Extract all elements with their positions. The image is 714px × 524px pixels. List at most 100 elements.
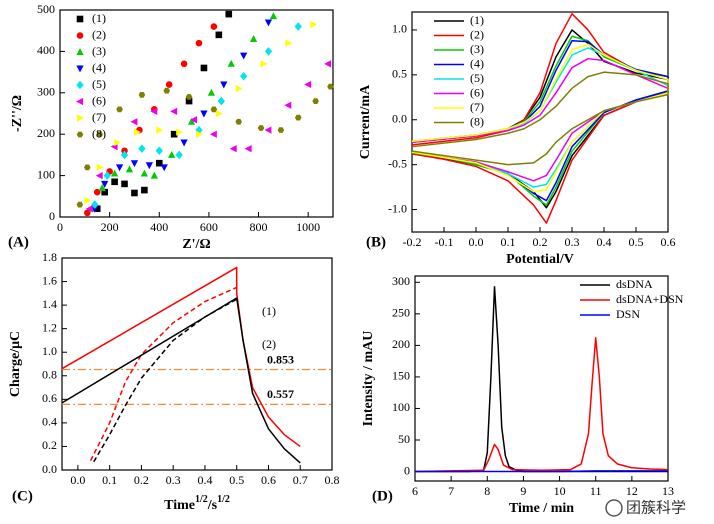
x-tick-label: 10 (554, 484, 566, 498)
y-tick-label: 250 (392, 306, 410, 320)
x-axis-label: Z'/Ω (182, 237, 210, 252)
y-tick-label: -0.5 (388, 156, 407, 170)
series-line (411, 13, 669, 224)
y-tick-label: 500 (37, 2, 55, 16)
x-tick-label: 6 (412, 484, 418, 498)
legend-marker (76, 80, 84, 90)
marker (170, 107, 178, 116)
x-tick-label: 0.6 (661, 235, 676, 249)
y-axis-label: Current/mA (358, 84, 373, 159)
marker (227, 59, 235, 67)
marker (150, 171, 158, 179)
y-tick-label: 1.0 (42, 344, 57, 358)
marker (200, 64, 208, 72)
x-tick-label: 0.8 (325, 473, 340, 487)
marker (138, 144, 146, 153)
x-axis-label-part: Time (164, 498, 195, 513)
marker (180, 139, 188, 147)
x-axis-label-part: 1/2 (217, 494, 230, 505)
y-tick-label: 1.2 (42, 320, 57, 334)
x-axis-label-part: /s (207, 498, 218, 513)
marker (110, 169, 119, 177)
plot-frame (61, 257, 333, 471)
x-tick-label: -0.1 (435, 235, 454, 249)
legend-label: (6) (470, 85, 484, 99)
x-tick-label: 0.4 (597, 235, 612, 249)
y-axis-label: Intensity / mAU (361, 331, 376, 427)
marker (116, 106, 123, 113)
legend-label: (7) (92, 110, 106, 124)
marker (195, 39, 203, 47)
legend-marker (76, 97, 83, 106)
y-tick-label: 0 (49, 209, 55, 223)
series-line (61, 297, 301, 464)
y-tick-label: 200 (392, 337, 410, 351)
x-tick-label: 11 (590, 484, 602, 498)
legend-label: dsDNA (616, 277, 653, 291)
legend-label: (3) (470, 42, 484, 56)
y-tick-label: 0.0 (42, 462, 57, 476)
marker (294, 22, 302, 31)
x-tick-label: 13 (662, 484, 674, 498)
series-annotation: (2) (262, 337, 276, 351)
marker (120, 150, 129, 160)
x-tick-label: 0.2 (533, 235, 548, 249)
marker (101, 188, 108, 196)
y-tick-label: -1.0 (388, 201, 407, 215)
marker (145, 162, 153, 170)
marker (185, 94, 193, 100)
panel-label: (A) (8, 234, 29, 250)
y-tick-label: 0.8 (42, 368, 57, 382)
marker (215, 31, 223, 39)
x-tick-label: 0.7 (293, 473, 308, 487)
marker (217, 96, 225, 106)
y-tick-label: 0.4 (42, 415, 57, 429)
marker (130, 160, 139, 168)
marker (235, 118, 242, 125)
marker (84, 196, 92, 205)
legend-label: (3) (92, 44, 106, 58)
marker (133, 128, 141, 136)
legend-label: (6) (92, 93, 106, 107)
y-tick-label: 0.5 (392, 67, 407, 81)
legend-label: dsDNA+DSN (616, 292, 684, 306)
x-tick-label: 400 (150, 220, 168, 234)
x-tick-label: -0.2 (403, 235, 422, 249)
marker (200, 110, 208, 118)
marker (249, 35, 258, 42)
x-tick-label: 0.1 (102, 473, 117, 487)
x-tick-label: 600 (200, 220, 218, 234)
series-line (411, 35, 669, 206)
marker (209, 130, 217, 138)
marker (257, 125, 265, 131)
legend-label: (4) (92, 60, 106, 74)
x-tick-label: 0.3 (565, 235, 580, 249)
y-tick-label: 0 (404, 463, 410, 477)
x-tick-label: 0.6 (261, 473, 276, 487)
marker (91, 205, 99, 213)
x-tick-label: 800 (250, 220, 268, 234)
y-tick-label: 0.0 (392, 112, 407, 126)
marker (175, 150, 183, 160)
marker (170, 130, 178, 138)
legend-marker (76, 15, 84, 23)
legend-label: (5) (92, 77, 106, 91)
marker (168, 150, 176, 158)
x-axis-label: Potential/V (506, 252, 574, 267)
marker (121, 180, 128, 188)
marker (180, 60, 188, 68)
marker (210, 106, 218, 113)
reference-label: 0.557 (267, 387, 294, 401)
marker (85, 205, 93, 213)
y-tick-label: 300 (392, 274, 410, 288)
marker (165, 81, 173, 88)
marker (220, 81, 228, 89)
marker (240, 71, 248, 81)
marker (294, 114, 302, 121)
marker (264, 126, 272, 134)
marker (215, 109, 223, 118)
legend-label: DSN (616, 307, 640, 321)
marker (98, 184, 106, 191)
series-line (415, 470, 668, 473)
